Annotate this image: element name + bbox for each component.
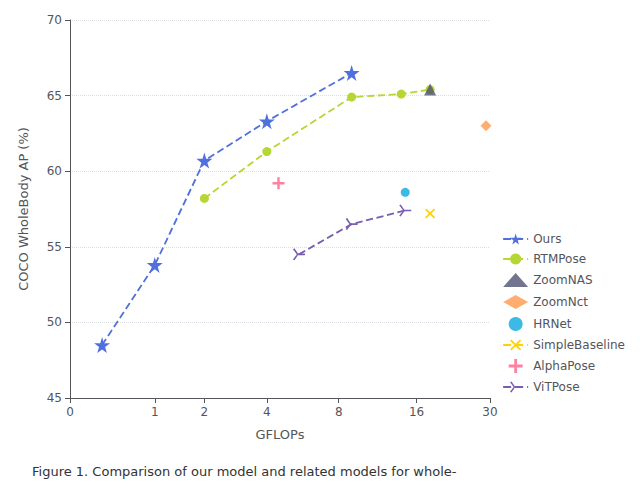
svg-text:70: 70: [47, 13, 62, 27]
svg-text:RTMPose: RTMPose: [533, 252, 586, 266]
svg-text:Figure 1. Comparison of our mo: Figure 1. Comparison of our model and re…: [32, 464, 457, 479]
svg-text:2: 2: [201, 405, 209, 419]
svg-text:30: 30: [482, 405, 497, 419]
svg-text:GFLOPs: GFLOPs: [256, 427, 305, 442]
svg-text:ViTPose: ViTPose: [533, 380, 579, 394]
svg-text:60: 60: [47, 164, 62, 178]
svg-text:4: 4: [263, 405, 271, 419]
svg-text:65: 65: [47, 89, 62, 103]
svg-text:8: 8: [335, 405, 343, 419]
svg-text:SimpleBaseline: SimpleBaseline: [533, 338, 625, 352]
svg-text:ZoomNct: ZoomNct: [533, 295, 588, 309]
svg-text:COCO WholeBody AP (%): COCO WholeBody AP (%): [16, 127, 31, 291]
svg-text:45: 45: [47, 391, 62, 405]
svg-text:50: 50: [47, 315, 62, 329]
svg-text:HRNet: HRNet: [533, 317, 572, 331]
svg-text:AlphaPose: AlphaPose: [533, 359, 595, 373]
svg-text:ZoomNAS: ZoomNAS: [533, 273, 592, 287]
svg-text:1: 1: [151, 405, 159, 419]
svg-text:0: 0: [66, 405, 74, 419]
svg-text:Ours: Ours: [533, 232, 561, 246]
svg-text:55: 55: [47, 240, 62, 254]
svg-text:16: 16: [409, 405, 424, 419]
